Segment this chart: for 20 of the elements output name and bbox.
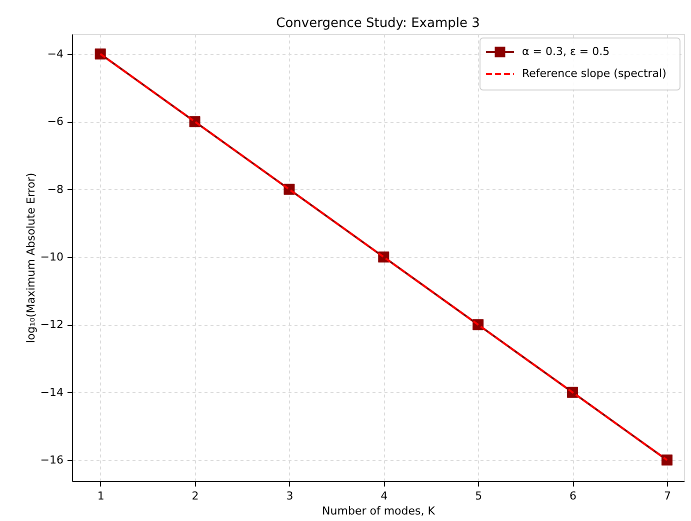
x-tick-label: 4 [380,490,388,502]
chart-title: Convergence Study: Example 3 [276,16,480,31]
x-tick-label: 2 [192,490,199,502]
y-tick-label: −16 [40,454,64,467]
legend-label: α = 0.3, ε = 0.5 [522,45,610,58]
y-tick-label: −12 [40,318,64,332]
x-tick-label: 1 [97,490,104,502]
y-axis-title: log₁₀(Maximum Absolute Error) [24,172,38,344]
y-tick-label: −14 [40,386,64,399]
y-tick-label: −6 [47,115,64,128]
y-tick-label: −8 [47,182,64,196]
x-tick-label: 3 [286,490,294,502]
x-axis-title: Number of modes, K [322,504,436,518]
x-tick-label: 7 [664,490,671,502]
x-tick-label: 6 [570,490,577,502]
point [662,454,672,466]
y-tick-label: −10 [40,250,64,264]
x-tick-label: 5 [475,490,482,502]
y-tick-label: −4 [47,47,64,60]
legend-label: Reference slope (spectral) [522,67,666,80]
